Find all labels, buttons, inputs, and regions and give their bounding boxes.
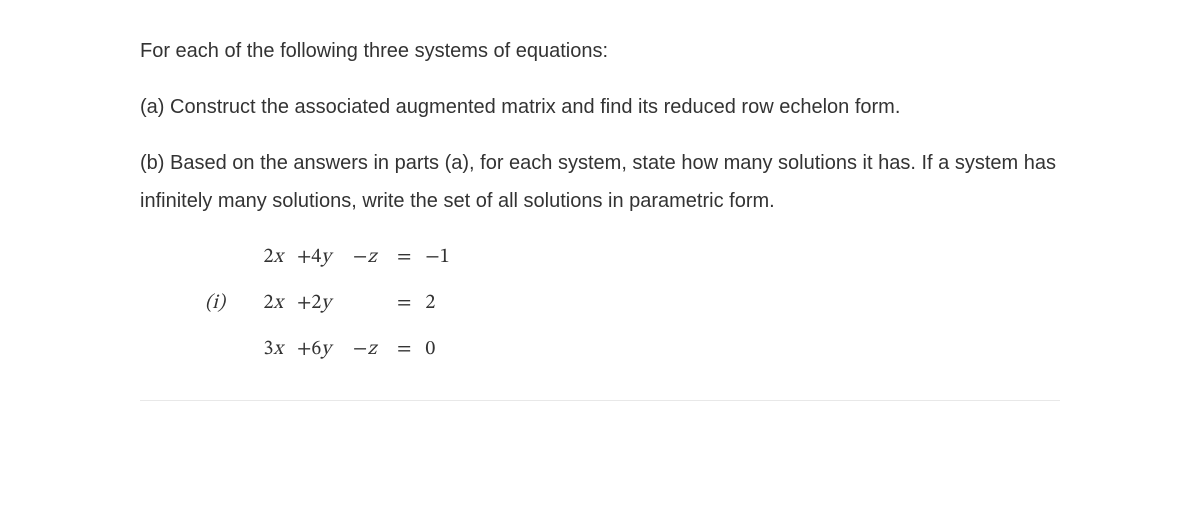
part-b-text: (b) Based on the answers in parts (a), f… [140,144,1060,220]
eq2-y: +2y [297,284,339,322]
eq1-rhs: −1 [425,238,455,276]
eq3-rhs: 0 [425,330,455,368]
part-a-text: (a) Construct the associated augmented m… [140,88,1060,126]
eq2-x: 2x [253,284,283,322]
eq1-eq: = [397,238,411,276]
intro-text: For each of the following three systems … [140,32,1060,70]
eq1-x: 2x [253,238,283,276]
eq2-rhs: 2 [425,284,455,322]
bottom-rule [140,400,1060,401]
eq1-y: +4y [297,238,339,276]
system-of-equations: (i) 2x +4y −z = −1 2x +2y . = 2 3x +6y −… [205,238,1060,368]
eq3-x: 3x [253,330,283,368]
system-label: (i) [205,284,225,322]
equation-grid: 2x +4y −z = −1 2x +2y . = 2 3x +6y −z = … [253,238,455,368]
eq3-y: +6y [297,330,339,368]
eq3-z: −z [353,330,383,368]
eq1-z: −z [353,238,383,276]
eq3-eq: = [397,330,411,368]
problem-page: For each of the following three systems … [0,0,1200,441]
eq2-eq: = [397,284,411,322]
